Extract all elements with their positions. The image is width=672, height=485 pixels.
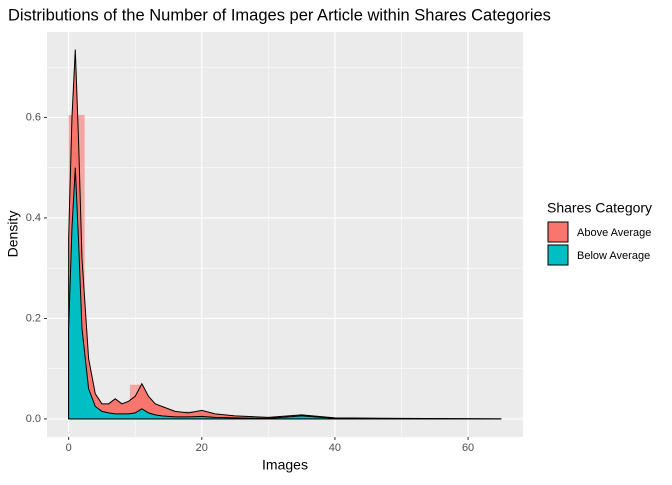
- x-tick-label: 0: [66, 442, 72, 454]
- y-tick-label: 0.0: [26, 413, 41, 425]
- x-tick-label: 40: [329, 442, 341, 454]
- legend-title: Shares Category: [547, 200, 652, 216]
- plot-background: [47, 32, 523, 437]
- y-tick-label: 0.6: [26, 111, 41, 123]
- legend-label: Above Average: [577, 227, 651, 239]
- x-axis-title: Images: [262, 457, 308, 473]
- y-tick-label: 0.2: [26, 312, 41, 324]
- y-axis-title: Density: [5, 211, 21, 258]
- legend-swatch: [547, 221, 569, 243]
- legend-label: Below Average: [577, 250, 650, 262]
- x-tick-label: 20: [196, 442, 208, 454]
- legend-swatch: [547, 244, 569, 266]
- x-tick-label: 60: [462, 442, 474, 454]
- density-area: [68, 167, 502, 420]
- chart-title: Distributions of the Number of Images pe…: [8, 6, 551, 24]
- density-area: [68, 49, 502, 420]
- y-tick-label: 0.4: [26, 212, 41, 224]
